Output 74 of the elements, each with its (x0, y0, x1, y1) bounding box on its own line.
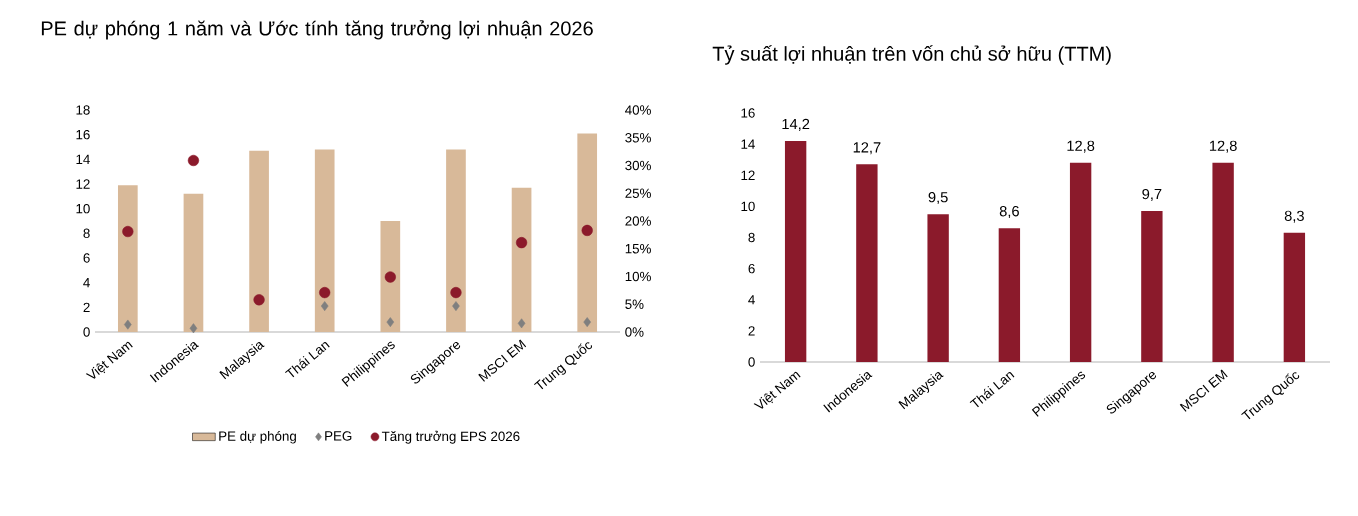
legend-label: PE dự phóng (219, 430, 296, 444)
x-tick-label: Việt Nam (85, 341, 133, 379)
legend-label: Tăng trưởng EPS 2026 (381, 430, 520, 444)
bar (511, 187, 532, 332)
y-tick-label: 12 (741, 170, 755, 180)
point (517, 318, 526, 329)
bar (1069, 162, 1092, 362)
point (320, 301, 329, 312)
y2-tick-label: 25% (625, 188, 651, 198)
y-tick-label: 6 (748, 263, 755, 274)
legend-label: PEG (325, 431, 352, 441)
point (124, 319, 132, 330)
point (515, 237, 528, 249)
y-tick-label: 0 (83, 327, 90, 337)
y2-tick-label: 15% (625, 244, 651, 254)
point (583, 317, 591, 328)
y2-tick-label: 0% (625, 327, 644, 337)
y-tick-label: 10 (76, 203, 90, 214)
point (319, 286, 331, 299)
bar (117, 185, 138, 332)
point (253, 294, 265, 306)
chart-title: Tỷ suất lợi nhuận trên vốn chủ sở hữu (TTM) (712, 45, 1111, 65)
y-tick-label: 4 (748, 295, 755, 305)
y-tick-label: 8 (748, 232, 755, 243)
y-tick-label: 10 (741, 201, 755, 212)
data-label: 8,3 (1284, 210, 1304, 223)
y-tick-label: 2 (748, 326, 755, 336)
y-tick-label: 6 (83, 253, 90, 263)
point (450, 286, 462, 299)
y2-tick-label: 30% (625, 160, 651, 171)
bar (998, 228, 1021, 362)
y-tick-label: 4 (83, 278, 90, 288)
point (452, 301, 460, 312)
bar (1283, 232, 1306, 362)
y2-tick-label: 40% (625, 105, 651, 115)
point (581, 224, 593, 237)
bar (380, 220, 401, 332)
point (122, 225, 134, 238)
point (386, 317, 395, 328)
y-tick-label: 12 (76, 179, 90, 189)
data-label: 12,8 (1067, 140, 1095, 153)
y2-tick-label: 20% (625, 216, 651, 226)
y-tick-label: 0 (748, 357, 755, 367)
point (189, 323, 198, 334)
bar (183, 193, 204, 332)
data-label: 14,2 (782, 118, 810, 131)
bar (1141, 211, 1163, 362)
y-tick-label: 16 (76, 129, 90, 140)
bar (577, 133, 598, 332)
point (187, 154, 200, 167)
y2-tick-label: 10% (625, 271, 651, 282)
point (384, 271, 396, 283)
y-tick-label: 14 (741, 139, 755, 149)
data-label: 12,8 (1209, 140, 1237, 153)
bar (784, 141, 807, 362)
y-tick-label: 8 (83, 228, 90, 239)
y-tick-label: 2 (83, 302, 90, 312)
y-tick-label: 14 (76, 154, 90, 164)
bar (1212, 162, 1234, 362)
y2-tick-label: 35% (625, 133, 651, 143)
chart-title: PE dự phóng 1 năm và Ước tính tăng trưởng lợi nhuận 2026 (41, 20, 593, 40)
data-label: 9,5 (928, 192, 948, 205)
data-label: 8,6 (999, 206, 1019, 219)
data-label: 9,7 (1142, 188, 1162, 201)
y-tick-label: 18 (76, 105, 90, 115)
y-tick-label: 16 (741, 108, 755, 118)
bar (856, 164, 878, 362)
data-label: 12,7 (853, 142, 881, 155)
x-tick-label: Việt Nam (753, 371, 801, 409)
bar (249, 150, 269, 332)
bar (446, 149, 466, 332)
bar (314, 149, 335, 332)
y2-tick-label: 5% (625, 299, 644, 309)
bar (927, 214, 949, 362)
